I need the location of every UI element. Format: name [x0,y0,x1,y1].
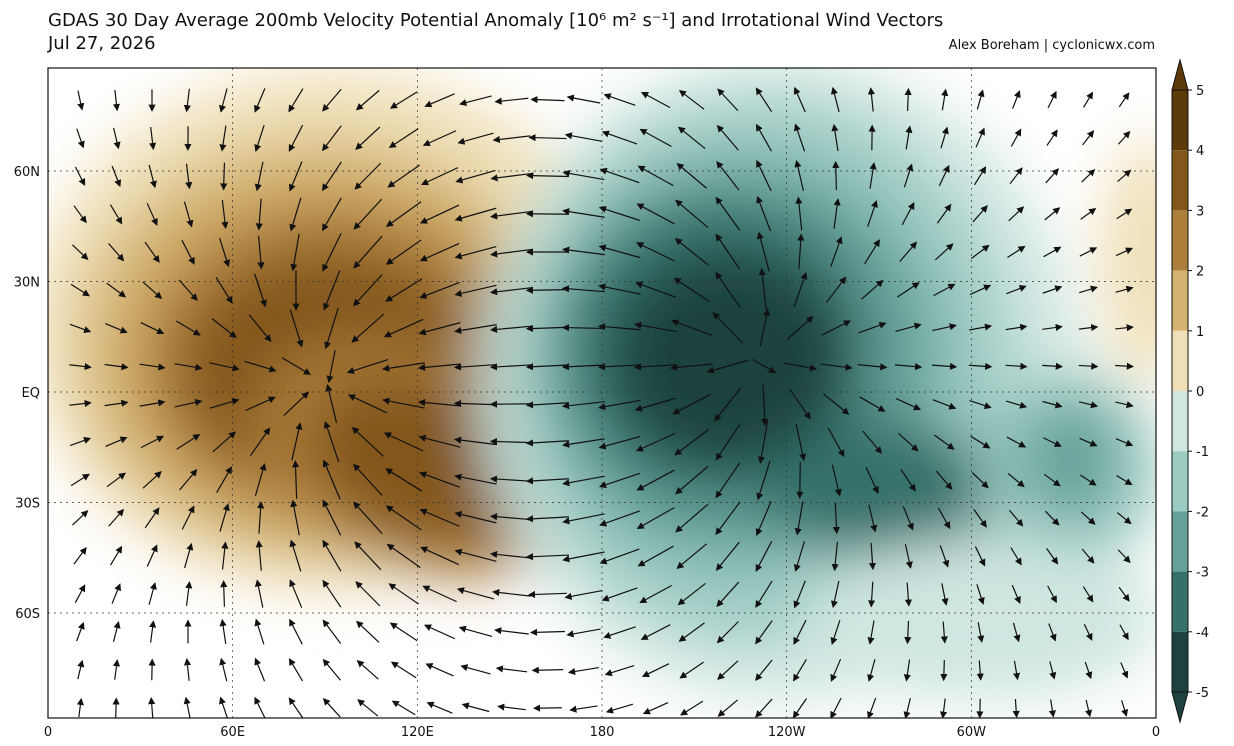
colorbar-label: 4 [1196,144,1204,159]
wind-vector [527,290,569,291]
map [30,60,1200,718]
colorbar-label: -3 [1196,566,1209,581]
colorbar-band [1172,451,1188,511]
lat-label: EQ [22,386,40,401]
lat-label: 60S [15,607,40,622]
colorbar-label: 5 [1196,84,1204,99]
lon-label: 180 [590,725,615,740]
colorbar-band [1172,90,1188,150]
wind-vector [491,404,533,405]
colorbar-label: -4 [1196,626,1209,641]
colorbar-label: -2 [1196,505,1209,520]
colorbar-label: 1 [1196,325,1204,340]
colorbar-band [1172,572,1188,632]
wind-vector [908,89,909,111]
colorbar-label: 3 [1196,204,1204,219]
credit: Alex Boreham | cyclonicwx.com [949,38,1155,53]
colorbar-band [1172,150,1188,210]
anomaly-shading [1020,400,1120,520]
lat-label: 30N [14,276,40,291]
colorbar-band [1172,632,1188,692]
lon-label: 120E [401,725,434,740]
colorbar-label: -1 [1196,445,1209,460]
colorbar-label: 2 [1196,265,1204,280]
lat-label: 30S [15,497,40,512]
lon-label: 60E [220,725,245,740]
colorbar-label: 0 [1196,385,1204,400]
wind-vector [116,699,117,718]
wind-vector [800,462,801,497]
date: Jul 27, 2026 [47,33,156,54]
colorbar-band [1172,331,1188,391]
lat-label: 60N [14,165,40,180]
wind-vector [836,162,837,190]
lon-label: 0 [1152,725,1160,740]
wind-vector [533,670,563,671]
colorbar-band [1172,391,1188,451]
colorbar-cap [1172,692,1188,722]
wind-vector [944,660,945,680]
lon-label: 120W [768,725,806,740]
lon-label: 60W [957,725,987,740]
lon-label: 0 [44,725,52,740]
anomaly-shading [760,420,1000,560]
colorbar-band [1172,511,1188,571]
colorbar-label: -5 [1196,686,1209,701]
colorbar-cap [1172,60,1188,90]
title: GDAS 30 Day Average 200mb Velocity Poten… [48,10,943,31]
colorbar-band [1172,271,1188,331]
colorbar-band [1172,210,1188,270]
wind-vector [224,581,225,607]
